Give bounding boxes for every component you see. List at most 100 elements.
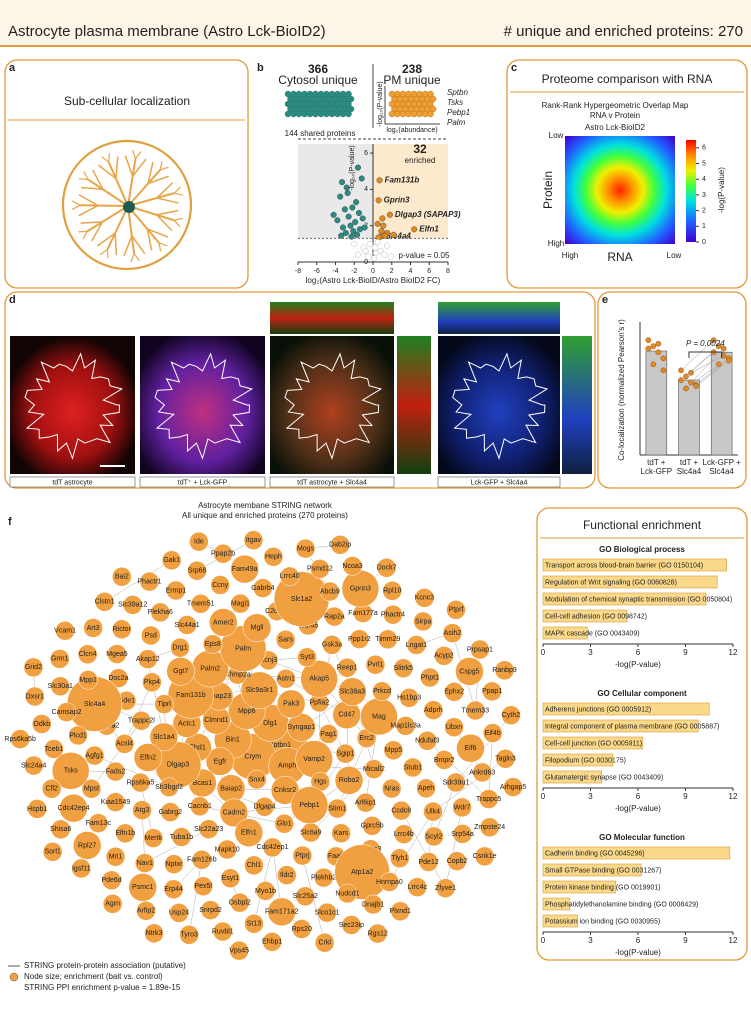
edge — [432, 758, 506, 812]
bar — [542, 736, 644, 750]
node — [161, 550, 182, 571]
node-label: Pebp1 — [299, 802, 319, 809]
legend-node — [9, 972, 19, 982]
node-label: Agfg1 — [85, 752, 103, 759]
bar — [542, 575, 718, 589]
node-label: Ankrd63 — [469, 769, 495, 776]
node — [213, 543, 233, 564]
node-label: Gabrb4 — [251, 585, 274, 592]
node — [51, 752, 90, 790]
node — [139, 571, 160, 592]
node — [322, 635, 342, 655]
axis-end-label: High — [562, 251, 578, 260]
node — [23, 755, 44, 776]
node — [331, 823, 351, 843]
x-tick-label: Slc4a4 — [677, 467, 702, 476]
point — [384, 242, 391, 249]
astro-branch — [131, 235, 146, 254]
node-label: Usp24 — [169, 910, 189, 917]
node-label: Plekha6 — [148, 609, 173, 616]
blob-dot — [421, 110, 429, 118]
term-label: Transport across blood-brain barrier (GO… — [545, 562, 703, 569]
pair-line — [690, 355, 724, 374]
pair-line — [685, 364, 719, 389]
axis-end-label: High — [548, 239, 564, 248]
node-label: Stim1 — [328, 805, 346, 812]
subtitle: RNA v Protein — [590, 111, 640, 120]
node — [102, 894, 123, 914]
node-label: Tiprl — [157, 701, 171, 708]
node-label: Tmem51 — [187, 601, 215, 608]
astro-branch — [135, 151, 142, 159]
node-label: Tyro3 — [180, 932, 198, 939]
blob-dot — [427, 110, 434, 118]
node-label: Mapk10 — [215, 846, 240, 853]
node-label: Esyt1 — [222, 875, 240, 882]
node-label: Ehbp1 — [262, 939, 282, 946]
node-label: Sgip1 — [336, 751, 354, 758]
astro-branch — [131, 149, 137, 159]
point — [355, 209, 362, 216]
term-label: Modulation of chemical synaptic transmis… — [545, 596, 732, 603]
node-label: Snrpd2 — [199, 907, 222, 914]
colorbar-tick-label: 0 — [702, 239, 706, 246]
x-tick-label: 6 — [636, 936, 641, 945]
blob-dot — [317, 110, 325, 118]
region-cytosol — [298, 144, 373, 239]
astro-branch — [146, 228, 153, 251]
node — [138, 649, 158, 669]
node-label: Tsks — [64, 768, 79, 775]
x-tick-label: 9 — [683, 648, 688, 657]
node — [382, 581, 403, 601]
astro-branch — [173, 217, 183, 221]
astro-branch — [80, 221, 103, 224]
node-label: Elfn1b — [115, 830, 135, 837]
node — [187, 560, 207, 581]
node-label: Kcnc3 — [415, 595, 435, 602]
node — [418, 852, 439, 872]
subtitle: Rank-Rank Hypergeometric Overlap Map — [542, 101, 689, 110]
astro-branch — [159, 166, 169, 171]
node — [171, 827, 192, 847]
point — [374, 239, 381, 246]
node-label: Srp68 — [188, 568, 207, 575]
node-label: Tuba1b — [170, 834, 194, 841]
image-label-box — [9, 476, 136, 488]
point — [655, 349, 662, 356]
astro-branch — [108, 153, 111, 163]
blob-dot — [347, 105, 355, 113]
point — [660, 355, 667, 362]
node — [220, 868, 241, 889]
point — [650, 343, 657, 350]
node-label: Cadm2 — [223, 810, 246, 817]
node-label: Pak3 — [283, 701, 299, 708]
x-tick-label: 12 — [729, 648, 738, 657]
node-label: Sars — [278, 637, 293, 644]
node-label: Dock7 — [377, 565, 397, 572]
node — [253, 578, 273, 598]
node-label: Rps6ka5b — [4, 736, 36, 743]
gene-label: Sptbn — [447, 88, 468, 97]
node-label: Hgs — [314, 779, 327, 786]
edge — [144, 829, 209, 864]
node — [276, 689, 306, 719]
node-label: Odkb — [33, 721, 50, 728]
node — [242, 613, 272, 642]
node — [407, 877, 428, 897]
node-label: Lngat1 — [406, 642, 428, 649]
node — [193, 876, 213, 897]
node — [279, 566, 300, 587]
ortho-top — [438, 302, 560, 334]
node-label: Rps20 — [292, 926, 312, 933]
node — [115, 823, 136, 844]
node-label: Pex5l — [194, 883, 212, 890]
node-label: Ubxn — [446, 724, 462, 731]
gene-label: Palm — [447, 118, 466, 127]
term-label: Filopodium (GO 0030175) — [545, 757, 626, 764]
x-tick-label: 12 — [729, 792, 738, 801]
node — [494, 660, 515, 681]
cell-outline — [24, 352, 124, 460]
node-label: Wdr7 — [454, 804, 471, 811]
node-label: Plekhb2 — [311, 874, 336, 881]
count: 238 — [402, 62, 422, 76]
